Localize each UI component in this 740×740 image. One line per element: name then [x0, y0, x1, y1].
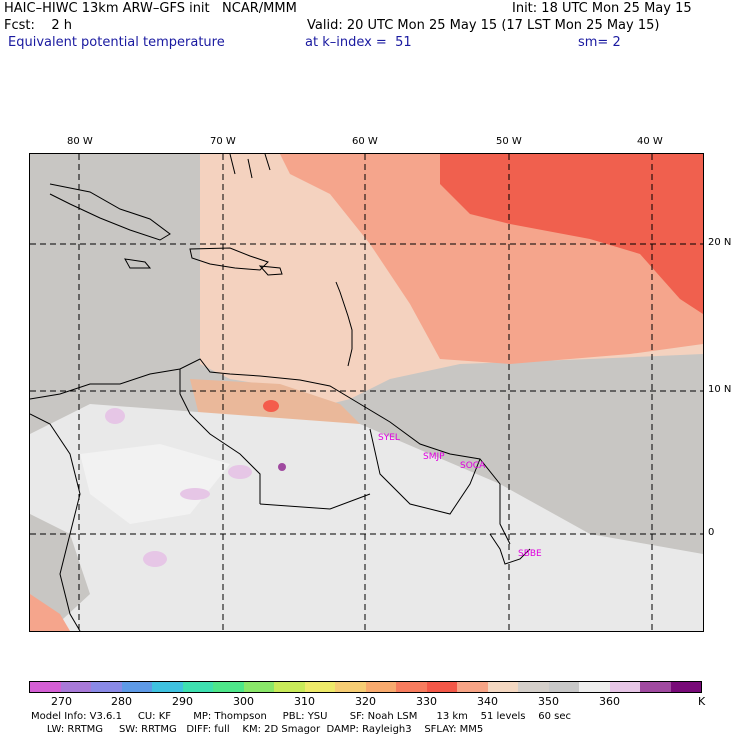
- colorbar-label-310: 310: [294, 695, 315, 708]
- coast-cuba: [49, 183, 171, 241]
- colorbar-label-330: 330: [416, 695, 437, 708]
- colorbar-swatch: [396, 682, 427, 692]
- valid-time: Valid: 20 UTC Mon 25 May 15 (17 LST Mon …: [307, 18, 660, 33]
- colorbar-swatch: [548, 682, 579, 692]
- colorbar-swatch: [274, 682, 305, 692]
- colorbar-swatch: [518, 682, 549, 692]
- colorbar-label-280: 280: [111, 695, 132, 708]
- colorbar-swatch: [91, 682, 122, 692]
- footer-model-info: Model Info: V3.6.1 CU: KF MP: Thompson P…: [31, 711, 571, 722]
- colorbar-label-350: 350: [538, 695, 559, 708]
- coast-bahamas: [229, 154, 271, 179]
- coast-amazon-mouth: [489, 533, 531, 565]
- colorbar-label-290: 290: [172, 695, 193, 708]
- colorbar-swatch: [304, 682, 335, 692]
- field-330-region: [440, 154, 703, 314]
- coast-south-america-north: [30, 358, 511, 545]
- smoothing: sm= 2: [578, 35, 621, 50]
- colorbar-label-300: 300: [233, 695, 254, 708]
- footer-physics-info: LW: RRTMG SW: RRTMG DIFF: full KM: 2D Sm…: [31, 724, 484, 735]
- field-purple-4: [143, 551, 167, 567]
- field-andes-light: [80, 444, 230, 524]
- lon-label-60w: 60 W: [352, 136, 378, 147]
- station-soca: SOCA: [460, 461, 486, 471]
- lat-label-20n: 20 N: [708, 237, 732, 248]
- colorbar-label-340: 340: [477, 695, 498, 708]
- plot-title: HAIC–HIWC 13km ARW–GFS init NCAR/MMM: [4, 1, 297, 16]
- lon-label-50w: 50 W: [496, 136, 522, 147]
- border-brazil: [259, 493, 371, 510]
- field-pacific-warm: [30, 594, 70, 631]
- field-purple-3: [180, 488, 210, 500]
- coast-south-america-west: [30, 413, 81, 631]
- colorbar-label-270: 270: [51, 695, 72, 708]
- colorbar-swatch: [121, 682, 152, 692]
- colorbar-swatch: [609, 682, 640, 692]
- field-hotspot: [263, 400, 279, 412]
- colorbar-swatch: [182, 682, 213, 692]
- level-index: at k–index = 51: [305, 35, 412, 50]
- colorbar-swatch: [670, 682, 701, 692]
- init-time: Init: 18 UTC Mon 25 May 15: [512, 1, 692, 16]
- colorbar-swatch: [60, 682, 91, 692]
- colorbar-swatch: [365, 682, 396, 692]
- graticule: [30, 154, 703, 631]
- coast-hispaniola: [189, 247, 269, 271]
- colorbar-swatch: [152, 682, 183, 692]
- station-sbbe: SBBE: [518, 549, 542, 559]
- colorbar-unit: K: [698, 695, 706, 708]
- coastlines: [30, 154, 531, 631]
- coast-puerto-rico: [258, 265, 283, 276]
- colorbar-swatch: [487, 682, 518, 692]
- colorbar-swatch: [243, 682, 274, 692]
- lon-label-40w: 40 W: [637, 136, 663, 147]
- colorbar-label-360: 360: [599, 695, 620, 708]
- lon-label-80w: 80 W: [67, 136, 93, 147]
- field-purple-2: [228, 465, 252, 479]
- coast-jamaica: [124, 258, 152, 269]
- border-colombia-venezuela: [179, 369, 261, 504]
- colorbar: [29, 681, 702, 693]
- station-syel: SYEL: [378, 433, 400, 443]
- colorbar-swatch: [426, 682, 457, 692]
- lat-label-0: 0: [708, 527, 715, 538]
- colorbar-swatch: [640, 682, 671, 692]
- forecast-hour: Fcst: 2 h: [4, 18, 73, 33]
- map-field-svg: [30, 154, 703, 631]
- station-smjp: SMJP: [423, 452, 445, 462]
- colorbar-swatch: [579, 682, 610, 692]
- lon-label-70w: 70 W: [210, 136, 236, 147]
- coast-lesser-antilles: [335, 281, 353, 367]
- theta-e-map: SYEL SMJP SOCA SBBE: [29, 153, 704, 632]
- colorbar-swatch: [30, 682, 61, 692]
- field-purple-1: [105, 408, 125, 424]
- colorbar-label-320: 320: [355, 695, 376, 708]
- colorbar-swatch: [457, 682, 488, 692]
- field-name: Equivalent potential temperature: [8, 35, 225, 50]
- border-guianas: [369, 428, 481, 515]
- field-purple-core: [278, 463, 286, 471]
- lat-label-10n: 10 N: [708, 384, 732, 395]
- colorbar-swatch: [213, 682, 244, 692]
- colorbar-swatch: [335, 682, 366, 692]
